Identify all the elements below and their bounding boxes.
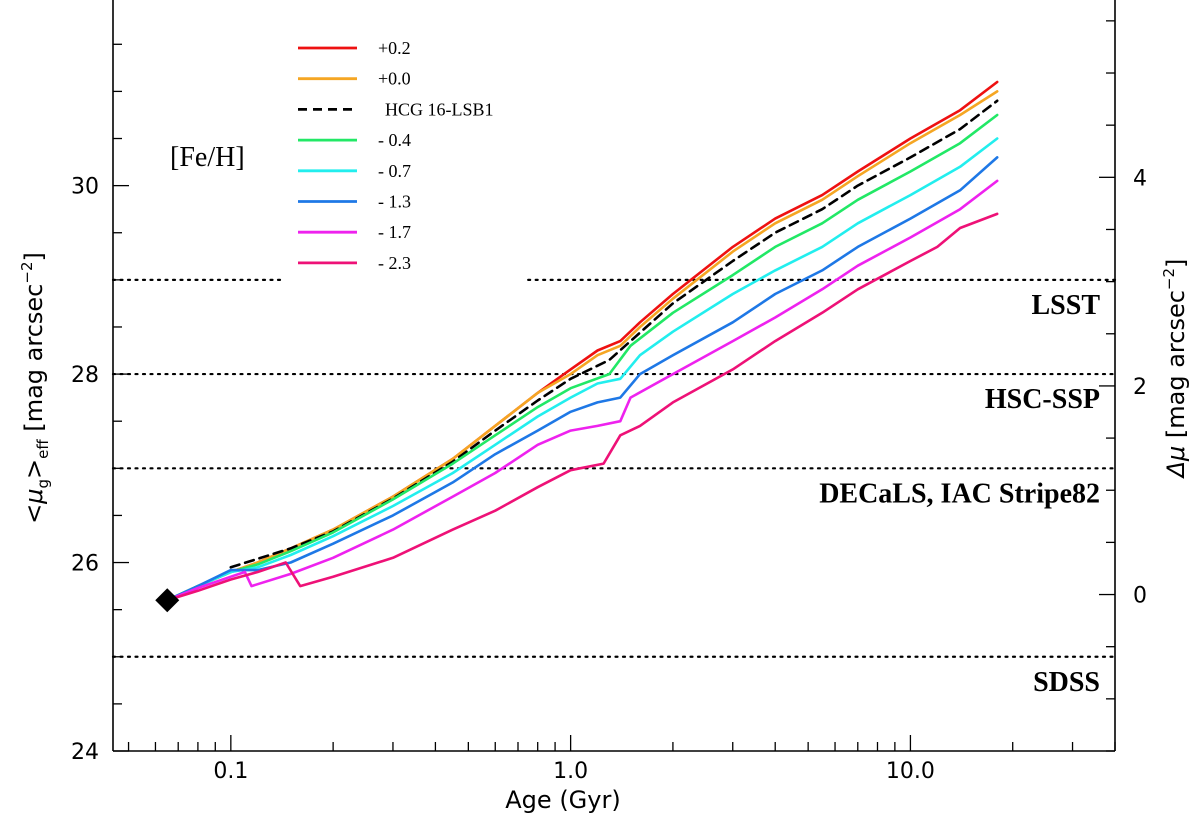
survey-label-hsc-ssp: HSC-SSP <box>985 384 1100 415</box>
y-axis-title-sup: −2 <box>18 261 36 283</box>
series-line-8 <box>166 212 999 602</box>
legend-label-1: +0.2 <box>378 38 411 58</box>
y-axis-title-unit: [mag arcsec <box>20 284 48 440</box>
survey-limit-lines: LSST HSC-SSP DECaLS, IAC Stripe82 SDSS <box>111 278 1117 698</box>
survey-label-decals-iac-stripe82: DECaLS, IAC Stripe82 <box>819 478 1100 509</box>
start-marker-diamond <box>155 588 180 613</box>
legend-label-2: +0.0 <box>378 69 411 89</box>
legend-title: [Fe/H] <box>170 142 245 173</box>
legend-label-7: - 1.7 <box>378 222 411 242</box>
series-line-1 <box>166 80 999 602</box>
legend-label-8: - 2.3 <box>378 253 411 273</box>
x-axis-title: Age (Gyr) <box>505 786 620 814</box>
y2-axis-title-unit: [mag arcsec <box>1162 290 1190 446</box>
x-tick-label: 10.0 <box>886 759 935 784</box>
series-line-5 <box>166 137 999 602</box>
series-line-2 <box>166 90 999 602</box>
y2-axis-title: Δμ [mag arcsec−2] <box>1160 259 1190 480</box>
legend-label-4: - 0.4 <box>378 130 411 150</box>
y2-tick-label: 2 <box>1133 375 1147 400</box>
survey-label-sdss: SDSS <box>1033 667 1100 698</box>
start-marker-group <box>155 588 180 613</box>
y2-tick-label: 4 <box>1133 166 1147 191</box>
y-tick-label: 26 <box>71 552 99 577</box>
x-tick-label: 0.1 <box>213 759 248 784</box>
y-axis-title-end: ] <box>20 252 48 261</box>
legend-label-6: - 1.3 <box>378 192 411 212</box>
y-axis-title-open: < <box>20 504 48 524</box>
y2-axis-title-end: ] <box>1162 259 1190 268</box>
y-tick-label: 28 <box>71 363 99 388</box>
legend-label-3: HCG 16-LSB1 <box>385 99 494 119</box>
y-axis-title-sub1: g <box>34 479 52 489</box>
y2-axis-title-sup: −2 <box>1160 268 1178 290</box>
x-tick-label: 1.0 <box>553 759 588 784</box>
series-lines <box>166 80 999 602</box>
survey-label-lsst: LSST <box>1032 290 1101 321</box>
y-axis-title-mu: μ <box>20 488 48 504</box>
y-axis-title-close: > <box>20 459 48 479</box>
series-line-6 <box>166 156 999 602</box>
y-tick-label: 30 <box>71 175 99 200</box>
legend-label-5: - 0.7 <box>378 161 411 181</box>
y-tick-label: 24 <box>71 740 99 765</box>
y2-tick-label: 0 <box>1133 584 1147 609</box>
legend: [Fe/H] +0.2 +0.0 HCG 16-LSB1 - 0.4 - 0.7 - 1.3… <box>170 38 494 273</box>
series-line-7 <box>166 179 999 602</box>
axes <box>112 0 1116 752</box>
y-axis-title-sub2: eff <box>34 439 52 459</box>
y-axis-title: <μg>eff [mag arcsec−2] <box>18 252 52 524</box>
series-line-4 <box>166 113 999 602</box>
y2-axis-title-delta: Δμ <box>1162 446 1190 480</box>
